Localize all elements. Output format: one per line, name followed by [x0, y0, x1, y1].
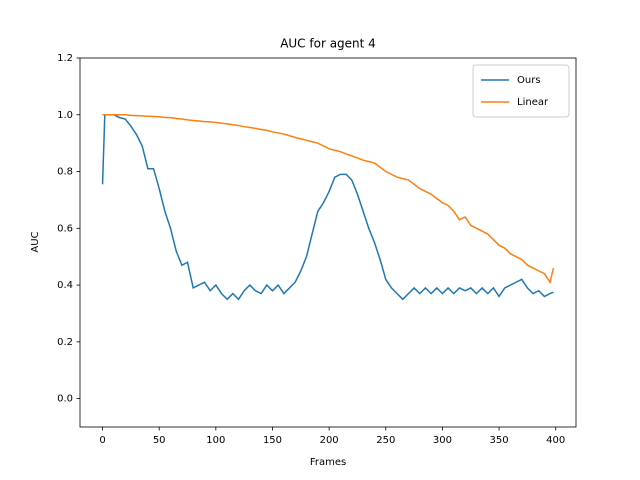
y-tick-label: 0.0 — [57, 394, 73, 405]
y-tick-label: 0.4 — [57, 280, 73, 291]
y-tick-label: 1.2 — [57, 53, 73, 64]
x-tick-label: 0 — [99, 435, 105, 446]
x-axis-label: Frames — [310, 457, 346, 468]
x-tick-label: 150 — [263, 435, 282, 446]
y-tick-label: 0.8 — [57, 167, 73, 178]
legend-label: Linear — [517, 97, 549, 108]
y-tick-label: 0.2 — [57, 337, 73, 348]
series-line — [102, 114, 555, 285]
legend-label: Ours — [517, 75, 541, 86]
chart-title: AUC for agent 4 — [280, 37, 376, 51]
x-tick-label: 300 — [433, 435, 452, 446]
x-tick-label: 250 — [376, 435, 395, 446]
x-tick-label: 200 — [320, 435, 339, 446]
x-tick-label: 350 — [490, 435, 509, 446]
y-axis-label: AUC — [30, 231, 41, 252]
y-tick-label: 1.0 — [57, 110, 73, 121]
plot-frame — [79, 57, 577, 428]
x-tick-label: 50 — [153, 435, 166, 446]
x-tick-label: 400 — [546, 435, 565, 446]
x-tick-label: 100 — [206, 435, 225, 446]
y-tick-label: 0.6 — [57, 223, 73, 234]
legend-box — [472, 64, 570, 118]
series-line — [101, 114, 554, 301]
